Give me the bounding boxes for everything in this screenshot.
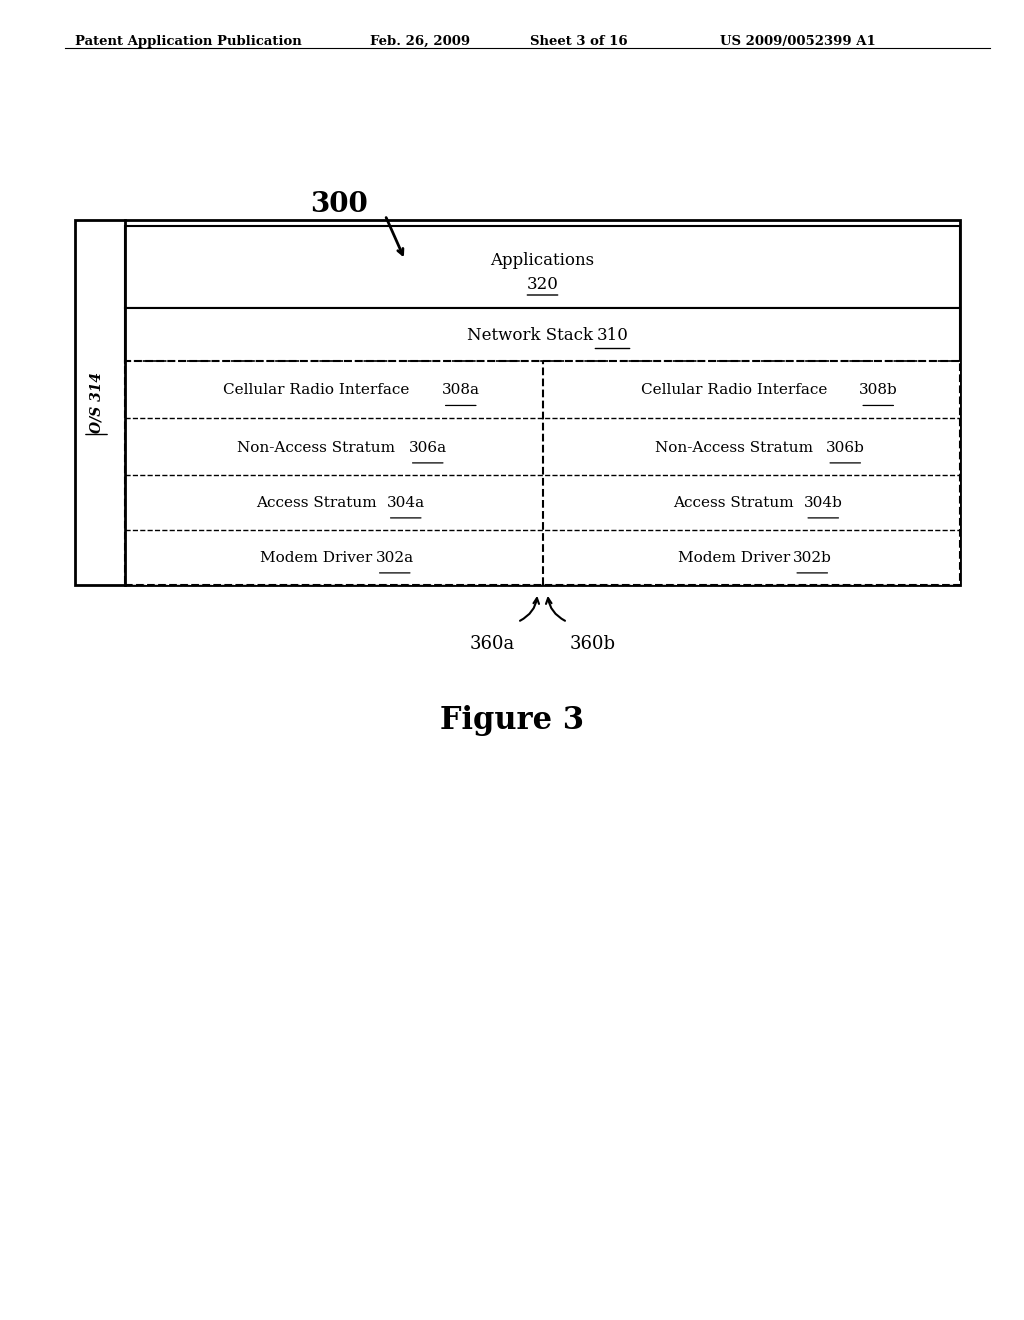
Text: Feb. 26, 2009: Feb. 26, 2009 bbox=[370, 36, 470, 48]
Bar bbox=[75, 220, 961, 585]
Text: Modem Driver: Modem Driver bbox=[678, 550, 795, 565]
Text: 360b: 360b bbox=[569, 635, 615, 653]
Text: Patent Application Publication: Patent Application Publication bbox=[75, 36, 302, 48]
Text: Access Stratum: Access Stratum bbox=[256, 495, 382, 510]
Text: 304a: 304a bbox=[387, 495, 425, 510]
Text: Cellular Radio Interface: Cellular Radio Interface bbox=[641, 383, 831, 396]
Text: Access Stratum: Access Stratum bbox=[674, 495, 799, 510]
Text: 308b: 308b bbox=[859, 383, 898, 396]
Text: 360a: 360a bbox=[470, 635, 515, 653]
Text: 306a: 306a bbox=[409, 441, 446, 454]
Text: 310: 310 bbox=[597, 327, 629, 345]
Text: 320: 320 bbox=[526, 276, 558, 293]
Text: US 2009/0052399 A1: US 2009/0052399 A1 bbox=[720, 36, 876, 48]
Text: Non-Access Stratum: Non-Access Stratum bbox=[238, 441, 400, 454]
Bar bbox=[125, 308, 961, 363]
Text: 300: 300 bbox=[310, 191, 368, 219]
Text: 304b: 304b bbox=[804, 495, 843, 510]
Text: 302a: 302a bbox=[376, 550, 414, 565]
Text: 308a: 308a bbox=[441, 383, 480, 396]
Text: Cellular Radio Interface: Cellular Radio Interface bbox=[223, 383, 415, 396]
Text: Figure 3: Figure 3 bbox=[440, 705, 584, 737]
Bar bbox=[125, 226, 961, 308]
Text: Sheet 3 of 16: Sheet 3 of 16 bbox=[530, 36, 628, 48]
Text: Applications: Applications bbox=[490, 252, 595, 269]
Text: Non-Access Stratum: Non-Access Stratum bbox=[654, 441, 818, 454]
Text: 306b: 306b bbox=[825, 441, 864, 454]
Text: Network Stack: Network Stack bbox=[467, 327, 598, 345]
Text: Modem Driver: Modem Driver bbox=[260, 550, 377, 565]
Text: O/S 314: O/S 314 bbox=[90, 372, 104, 433]
Bar bbox=[125, 360, 961, 585]
Text: 302b: 302b bbox=[793, 550, 831, 565]
